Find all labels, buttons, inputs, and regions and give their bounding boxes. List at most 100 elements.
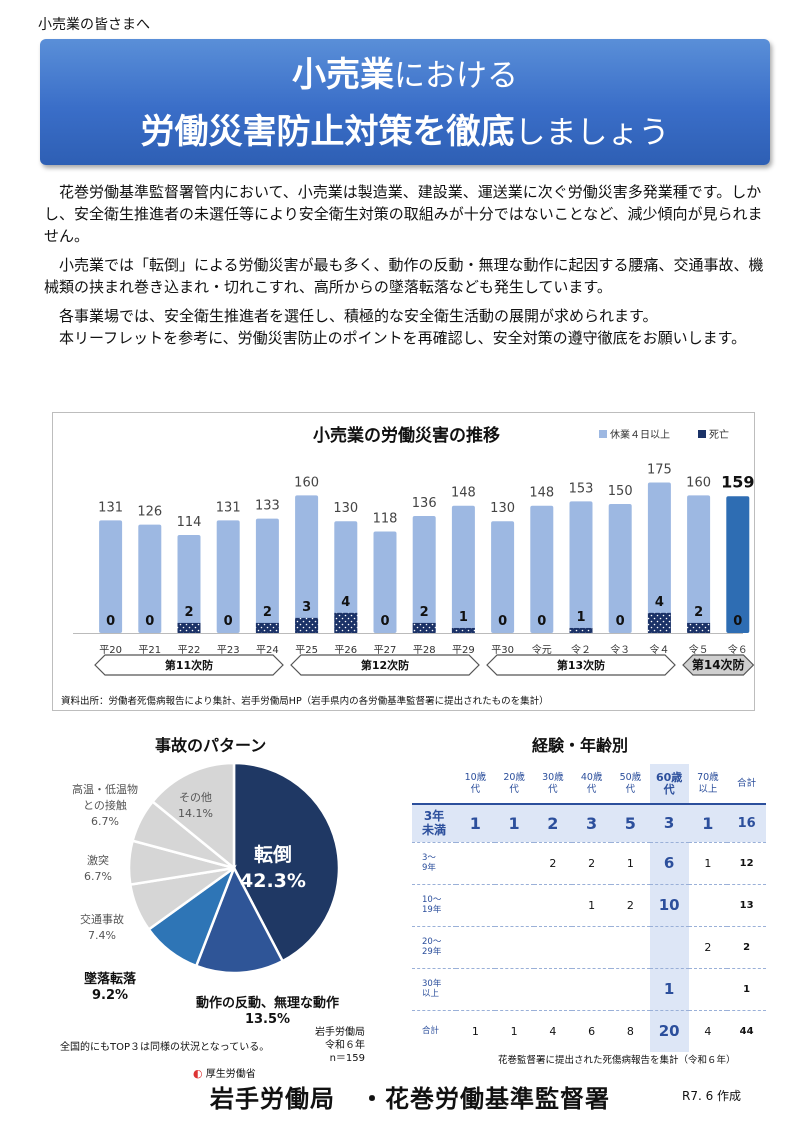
period-arrow [486,654,676,676]
death-value-label: 0 [616,614,625,629]
table-column-header: 30歳代 [542,771,564,795]
death-value-label: 2 [263,605,272,620]
table-cell: 1 [649,968,689,1010]
table-row: 20～ 29年 2 2 [412,926,766,968]
audience-kicker: 小売業の皆さまへ [38,17,150,33]
pie-note: 全国的にもTOP３は同様の状況となっている。 [60,1042,270,1053]
chart-source-note: 資料出所：労働者死傷病報告により集計、岩手労働局HP（岩手県内の各労働基準監督署… [61,696,549,707]
table-cell: 3 [649,804,689,842]
table-cell: 2 [743,941,751,953]
title-line-1-bold: 小売業 [292,55,394,95]
legend-swatch-death [698,430,706,438]
table-note: 花巻監督署に提出された死傷病報告を集計（令和６年） [498,1055,736,1066]
table-row-label: 20～ 29年 [422,937,442,957]
table-cell [456,926,495,968]
slice-label-koutsu: 交通事故 7.4% [80,912,124,944]
slice-label-kouon-text: との接触 [83,799,127,812]
table-row-label: 30年 以上 [422,979,442,999]
slice-label-sonota: その他 14.1% [178,790,213,822]
x-tick-label: 平30 [491,645,514,656]
death-value-label: 2 [420,605,429,620]
table-cell: 3 [586,813,598,833]
title-line-2-bold: 労働災害防止対策を徹底 [140,112,515,152]
bar-value-label: 131 [216,500,241,515]
table-header-row: 10歳代 20歳代 30歳代 40歳代 50歳代 60歳代 70歳 以上 合計 [412,764,766,804]
bar-value-label: 126 [137,505,162,520]
slice-label-gekitotsu: 激突 6.7% [84,853,112,885]
table-cell: 44 [739,1025,754,1037]
pie-slice [128,866,235,932]
table-cell: 4 [704,1024,712,1038]
bar-value-label: 133 [255,499,280,514]
death-value-label: 0 [498,614,507,629]
slice-value-tentou: 42.3% [240,870,306,892]
table-column-header: 合計 [737,777,757,789]
table-cell [572,968,611,1010]
death-value-label: 2 [184,605,193,620]
title-line-1: 小売業における [40,53,770,98]
slice-label-tentou: 転倒 [253,844,292,866]
bar-death [255,622,279,633]
period-label: 第11次防 [165,658,213,672]
table-cell: 2 [626,898,634,912]
table-corner [412,764,456,804]
table-cell: 6 [588,1024,596,1038]
death-value-label: 0 [106,614,115,629]
pie-slice [127,839,235,887]
bar-value-label: 160 [294,475,319,490]
table-column-header: 10歳代 [464,771,487,795]
death-value-label: 0 [145,614,154,629]
pie-source-line: 令和６年 [325,1040,365,1051]
intro-paragraph: 各事業場では、安全衛生推進者を選任し、積極的な安全衛生活動の展開が求められます。 [59,307,658,325]
table-cell: 10 [649,884,689,926]
table-column-header: 70歳 以上 [697,771,719,795]
slice-value-tsuiraku: 9.2% [91,988,129,1003]
table-row: 30年 以上 1 1 [412,968,766,1010]
title-line-2: 労働災害防止対策を徹底しましょう [40,109,770,156]
x-tick-label: 平28 [413,645,436,656]
x-tick-label: 令２ [571,643,591,656]
bar-injury [334,521,358,633]
period-label: 第14次防 [692,657,745,672]
death-value-label: 0 [224,614,233,629]
trend-chart: 小売業の労働災害の推移 休業４日以上 死亡 131 0 平20 126 0 平21 114 2 平22… [52,412,755,711]
slice-label-tsuiraku-text: 墜落転落 [84,972,137,987]
bar-injury [726,496,750,633]
x-tick-label: 令元 [532,643,552,656]
table-cell: 5 [624,813,636,833]
bar-injury [412,516,436,633]
bar-injury [177,534,201,633]
x-tick-label: 令５ [689,643,709,656]
legend-label-death: 死亡 [709,428,729,441]
slice-value-kouon: 6.7% [91,815,119,828]
intro-paragraph: 本リーフレットを参考に、労働災害防止のポイントを再確認し、安全対策の遵守徹底をお… [59,329,747,347]
period-arrow [682,654,755,676]
x-tick-label: 令６ [728,643,748,656]
bar-death [687,622,711,633]
table-cell [689,884,728,926]
bar-injury [216,520,240,633]
table-row-label: 3年 未満 [421,809,446,838]
table-cell [495,842,534,884]
table-cell: 13 [739,899,754,911]
experience-age-table: 10歳代 20歳代 30歳代 40歳代 50歳代 60歳代 70歳 以上 合計 3年 未満 1 1 2 3… [412,764,766,1052]
slice-value-sonota: 14.1% [178,807,213,820]
table-cell [534,884,573,926]
bar-death [647,612,671,633]
intro-text: 花巻労働基準監督署管内において、小売業は製造業、建設業、運送業に次ぐ労働災害多発… [44,181,764,349]
death-value-label: 2 [694,605,703,620]
pie-slice [147,864,237,968]
bar-value-label: 130 [490,501,515,516]
intro-paragraph: 小売業では「転倒」による労働災害が最も多く、動作の反動・無理な動作に起因する腰痛… [44,256,764,296]
table-cell: 16 [737,815,756,831]
bar-value-label: 114 [177,515,202,530]
table-cell: 1 [469,813,481,833]
bar-value-label: 148 [529,486,554,501]
table-cell [534,926,573,968]
pie-title: 事故のパターン [155,736,267,755]
table-cell [611,926,650,968]
bar-injury [687,495,711,633]
bar-injury [451,505,475,633]
slice-label-gekitotsu-text: 激突 [86,854,109,867]
slice-label-sonota-text: その他 [178,791,212,804]
